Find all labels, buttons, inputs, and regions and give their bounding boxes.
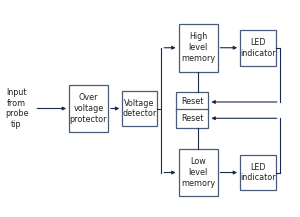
- Text: Input
from
probe
tip: Input from probe tip: [5, 88, 28, 129]
- Text: Reset: Reset: [181, 97, 203, 107]
- Text: Reset: Reset: [181, 114, 203, 123]
- FancyBboxPatch shape: [69, 85, 108, 132]
- FancyBboxPatch shape: [176, 92, 208, 112]
- Text: LED
indicator: LED indicator: [240, 163, 276, 182]
- FancyBboxPatch shape: [178, 24, 218, 72]
- Text: LED
indicator: LED indicator: [240, 38, 276, 58]
- Text: Low
level
memory: Low level memory: [181, 157, 215, 188]
- FancyBboxPatch shape: [122, 91, 157, 126]
- FancyBboxPatch shape: [176, 108, 208, 128]
- FancyBboxPatch shape: [240, 155, 276, 191]
- Text: High
level
memory: High level memory: [181, 33, 215, 63]
- Text: Over
voltage
protector: Over voltage protector: [70, 93, 107, 124]
- FancyBboxPatch shape: [240, 30, 276, 66]
- FancyBboxPatch shape: [178, 149, 218, 196]
- Text: Voltage
detector: Voltage detector: [122, 99, 157, 118]
